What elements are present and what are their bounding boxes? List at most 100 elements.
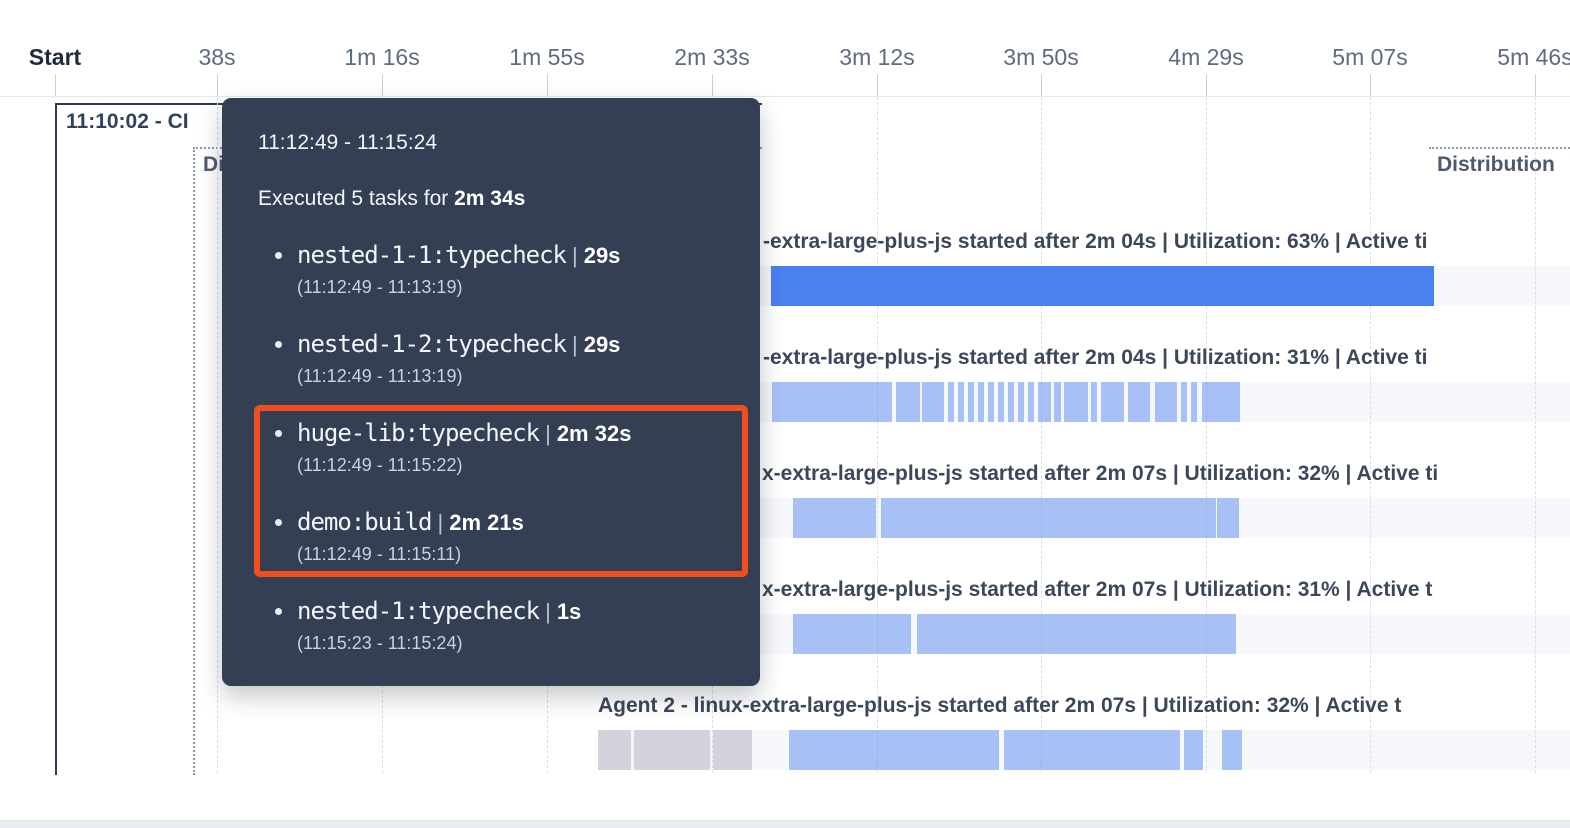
task-bar[interactable] (1222, 730, 1242, 770)
task-bar[interactable] (771, 266, 1434, 306)
axis-tick-label: 5m 46s (1497, 44, 1570, 70)
bullet-icon (275, 341, 282, 348)
task-bar[interactable] (917, 614, 1236, 654)
task-bar[interactable] (1091, 382, 1097, 422)
task-duration: 29s (583, 243, 621, 268)
task-duration: 1s (556, 599, 582, 624)
axis-tick-label: 1m 55s (509, 44, 585, 70)
axis-tick-mark (877, 74, 878, 96)
idle-bar[interactable] (598, 730, 631, 770)
run-label[interactable]: 11:10:02 - CI (66, 110, 189, 133)
task-time-range: (11:12:49 - 11:15:11) (297, 544, 462, 564)
tooltip-summary-duration: 2m 34s (454, 187, 526, 210)
task-separator: | (545, 599, 551, 624)
bullet-icon (275, 252, 282, 259)
task-bar[interactable] (793, 614, 911, 654)
tooltip-task-item: nested-1-2:typecheck | 29s (11:12:49 - 11:1… (275, 329, 747, 387)
axis-tick-mark (1535, 74, 1536, 96)
task-bar[interactable] (1018, 382, 1024, 422)
distribution-label-right[interactable]: Distribution (1437, 153, 1555, 176)
task-bar[interactable] (1181, 382, 1187, 422)
axis-tick-label: 3m 12s (839, 44, 915, 70)
task-bar[interactable] (1202, 382, 1240, 422)
gridline (877, 97, 878, 773)
axis-tick-label: 38s (198, 44, 236, 70)
task-bar[interactable] (1008, 382, 1014, 422)
task-bar[interactable] (793, 498, 876, 538)
task-name: huge-lib:typecheck (297, 419, 540, 447)
axis-tick-mark (1206, 74, 1207, 96)
task-bar[interactable] (978, 382, 984, 422)
task-bar[interactable] (1004, 730, 1180, 770)
task-bar[interactable] (1028, 382, 1034, 422)
axis-tick-label: 1m 16s (344, 44, 420, 70)
agent-track (598, 730, 1570, 770)
axis-tick-mark (217, 74, 218, 96)
agent-row-label: x-extra-large-plus-js started after 2m 0… (762, 578, 1433, 601)
tooltip-task-item: nested-1-1:typecheck | 29s (11:12:49 - 11:1… (275, 240, 747, 298)
tooltip-summary: Executed 5 tasks for 2m 34s (258, 186, 525, 212)
task-time-range: (11:12:49 - 11:13:19) (297, 366, 463, 386)
task-bar[interactable] (881, 498, 1216, 538)
axis-tick-mark (712, 74, 713, 96)
task-duration: 29s (583, 332, 621, 357)
gridline (1535, 97, 1536, 773)
task-time-range: (11:15:23 - 11:15:24) (297, 633, 463, 653)
task-bar[interactable] (1155, 382, 1177, 422)
task-bar[interactable] (1191, 382, 1197, 422)
axis-tick-mark (547, 74, 548, 96)
bottom-strip (0, 820, 1570, 828)
axis-tick-mark (1370, 74, 1371, 96)
task-bar[interactable] (789, 730, 999, 770)
task-separator: | (571, 243, 578, 268)
bullet-icon (275, 608, 282, 615)
axis-tick-label: 5m 07s (1332, 44, 1408, 70)
task-bar[interactable] (1128, 382, 1150, 422)
task-name: nested-1-1:typecheck (297, 241, 567, 269)
gridline (217, 97, 218, 773)
agent-row-label: -extra-large-plus-js started after 2m 04… (763, 346, 1428, 369)
agent-track (598, 382, 1570, 422)
task-bar[interactable] (922, 382, 944, 422)
gridline (1370, 97, 1371, 773)
tooltip-time-range: 11:12:49 - 11:15:24 (258, 131, 438, 154)
task-bar[interactable] (1064, 382, 1088, 422)
task-bar[interactable] (958, 382, 964, 422)
bullet-icon (275, 519, 282, 526)
idle-bar[interactable] (634, 730, 710, 770)
axis-tick-mark (1041, 74, 1042, 96)
task-bar[interactable] (948, 382, 954, 422)
tooltip-summary-prefix: Executed 5 tasks for (258, 187, 455, 210)
task-name: nested-1:typecheck (297, 597, 540, 625)
task-duration: 2m 21s (449, 510, 524, 535)
distribution-group-right: Distribution (1429, 147, 1570, 775)
task-separator: | (545, 421, 551, 446)
task-separator: | (437, 510, 444, 535)
task-bar[interactable] (1217, 498, 1239, 538)
axis-tick-mark (382, 74, 383, 96)
bullet-icon (275, 430, 282, 437)
task-bar[interactable] (896, 382, 920, 422)
axis-tick-label: 2m 33s (674, 44, 750, 70)
agent-row-label: -extra-large-plus-js started after 2m 04… (763, 230, 1428, 253)
task-bar[interactable] (998, 382, 1004, 422)
agent-track (598, 614, 1570, 654)
axis-tick-mark (55, 74, 56, 96)
agent-track (598, 498, 1570, 538)
task-bar[interactable] (772, 382, 892, 422)
task-bar[interactable] (1184, 730, 1203, 770)
gridline (1041, 97, 1042, 773)
axis-tick-label: Start (28, 44, 82, 70)
task-bar[interactable] (1101, 382, 1124, 422)
agent-row-label: Agent 2 - linux-extra-large-plus-js star… (598, 694, 1402, 717)
task-bar[interactable] (988, 382, 994, 422)
gridline (1206, 97, 1207, 773)
axis-tick-label: 3m 50s (1003, 44, 1079, 70)
task-bar[interactable] (1054, 382, 1061, 422)
tooltip-highlight-box (254, 405, 748, 577)
task-separator: | (571, 332, 578, 357)
idle-bar[interactable] (713, 730, 752, 770)
task-bar[interactable] (1038, 382, 1051, 422)
task-bar[interactable] (968, 382, 974, 422)
